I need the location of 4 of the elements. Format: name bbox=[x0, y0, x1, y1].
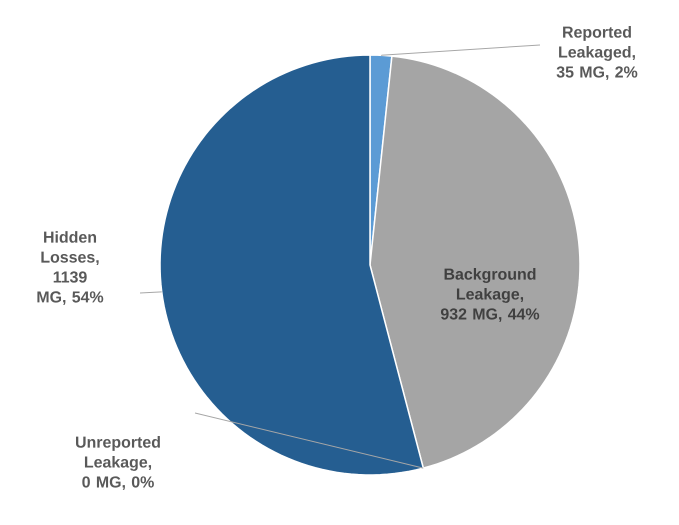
category-label: Unreported Leakage, 0 MG, 0% bbox=[76, 436, 160, 490]
slice-label: Reported Leakaged, 35 MG, 2% bbox=[556, 26, 638, 80]
slice-label: Hidden Losses, 1139 MG, 54% bbox=[37, 231, 104, 305]
slice-label: Background Leakage, 932 MG, 44% bbox=[440, 268, 540, 322]
